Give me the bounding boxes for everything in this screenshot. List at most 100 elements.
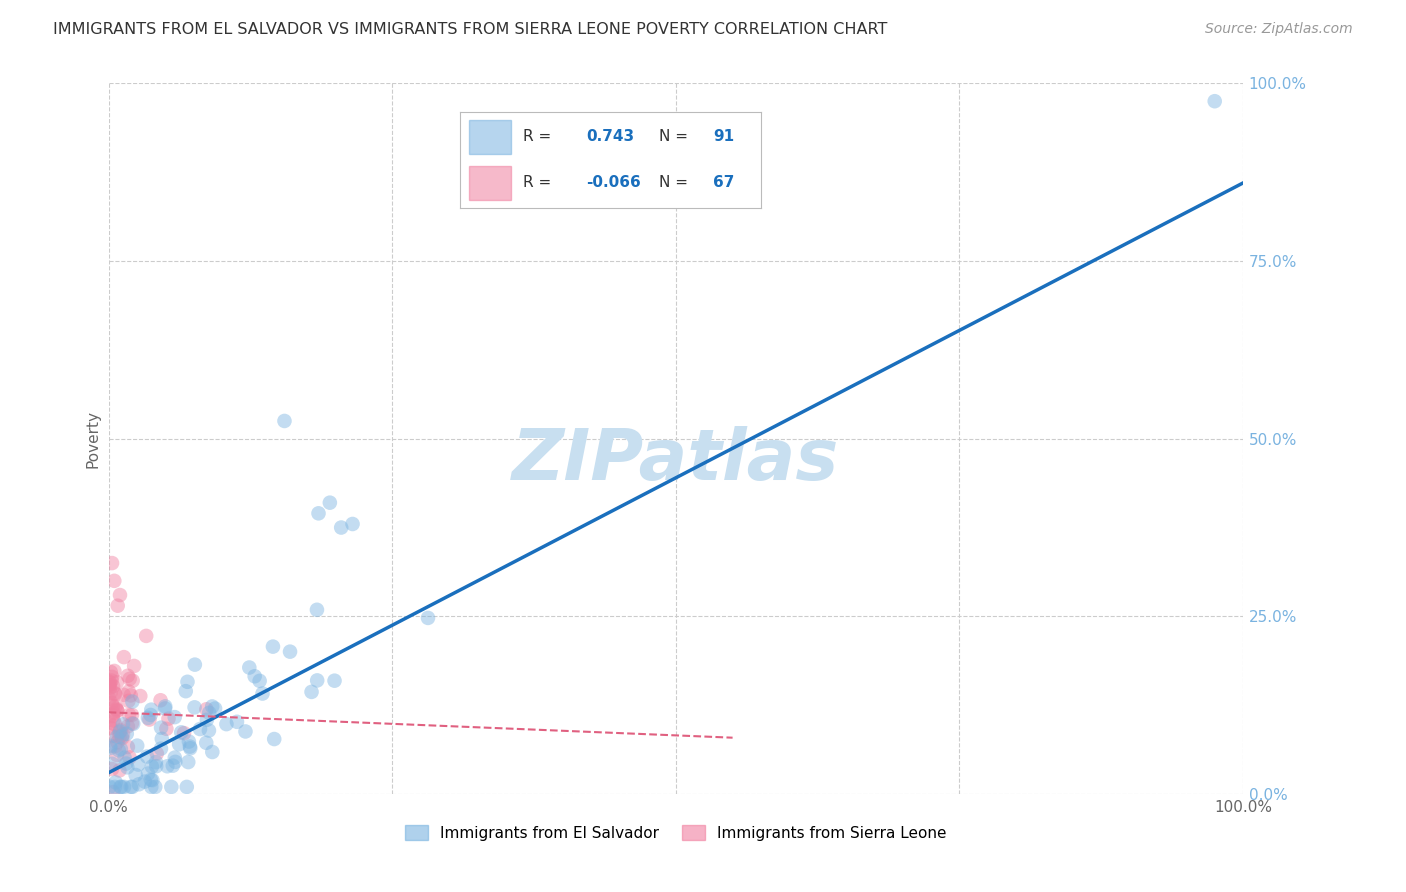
Point	[146, 747, 169, 761]
Point	[127, 757, 149, 772]
Point	[112, 650, 135, 665]
Bar	[470, 120, 512, 154]
Point	[114, 750, 136, 764]
Point	[98, 692, 121, 706]
Point	[128, 777, 150, 791]
Point	[107, 599, 129, 613]
Point	[98, 741, 121, 756]
Point	[108, 588, 131, 602]
Point	[124, 768, 146, 782]
Text: N =: N =	[659, 129, 693, 145]
Point	[273, 414, 295, 428]
Point	[201, 699, 224, 714]
Point	[117, 669, 139, 683]
Point	[150, 731, 173, 746]
Point	[141, 780, 163, 794]
Point	[117, 739, 139, 754]
Point	[145, 759, 167, 773]
Point	[98, 678, 121, 692]
Point	[120, 689, 142, 703]
Point	[105, 675, 128, 690]
Point	[103, 785, 125, 799]
Point	[110, 742, 132, 756]
Point	[149, 741, 172, 756]
Point	[162, 758, 184, 772]
Point	[98, 674, 121, 689]
Point	[136, 749, 159, 764]
Point	[118, 707, 141, 722]
Point	[117, 719, 139, 733]
Point	[112, 688, 135, 702]
Point	[118, 672, 141, 686]
Point	[174, 684, 197, 698]
Point	[105, 730, 128, 744]
Point	[103, 714, 125, 728]
Point	[98, 681, 121, 695]
Point	[101, 762, 124, 776]
Point	[305, 603, 328, 617]
Point	[121, 673, 143, 688]
Point	[98, 739, 121, 753]
Text: N =: N =	[659, 176, 693, 190]
Point	[104, 739, 127, 754]
Point	[198, 706, 221, 720]
Point	[163, 710, 186, 724]
Text: 91: 91	[713, 129, 734, 145]
Point	[122, 659, 145, 673]
Point	[183, 700, 205, 714]
Point	[101, 556, 124, 570]
Point	[98, 675, 121, 690]
Point	[139, 772, 162, 787]
Text: R =: R =	[523, 129, 557, 145]
Point	[104, 686, 127, 700]
Point	[101, 679, 124, 693]
Point	[111, 717, 134, 731]
Point	[308, 506, 330, 520]
Text: Source: ZipAtlas.com: Source: ZipAtlas.com	[1205, 22, 1353, 37]
Point	[141, 759, 163, 773]
Point	[177, 734, 200, 748]
Point	[101, 756, 124, 771]
Point	[129, 689, 152, 703]
Point	[103, 574, 125, 588]
Point	[176, 780, 198, 794]
Point	[118, 684, 141, 698]
Point	[121, 694, 143, 708]
Point	[307, 673, 329, 688]
Point	[98, 715, 121, 730]
Point	[121, 707, 143, 722]
Text: ZIPatlas: ZIPatlas	[512, 425, 839, 494]
Point	[165, 755, 187, 769]
Point	[204, 701, 226, 715]
Point	[101, 670, 124, 684]
Point	[101, 729, 124, 743]
Point	[127, 739, 149, 753]
Point	[110, 723, 132, 738]
Point	[243, 669, 266, 683]
Point	[138, 713, 160, 727]
Point	[238, 660, 260, 674]
Point	[108, 724, 131, 739]
Point	[195, 736, 218, 750]
Point	[179, 739, 201, 754]
Point	[301, 685, 323, 699]
Point	[120, 780, 142, 794]
Point	[160, 780, 183, 794]
Point	[145, 755, 167, 769]
Point	[143, 780, 166, 794]
Point	[170, 725, 193, 739]
Point	[117, 760, 139, 774]
Point	[121, 716, 143, 731]
Point	[201, 745, 224, 759]
Point	[108, 725, 131, 739]
Point	[110, 780, 132, 794]
Bar	[470, 166, 512, 200]
Text: IMMIGRANTS FROM EL SALVADOR VS IMMIGRANTS FROM SIERRA LEONE POVERTY CORRELATION : IMMIGRANTS FROM EL SALVADOR VS IMMIGRANT…	[53, 22, 887, 37]
Point	[111, 731, 134, 746]
Point	[330, 520, 353, 534]
Point	[262, 640, 284, 654]
Point	[98, 780, 121, 794]
Point	[136, 766, 159, 780]
Point	[323, 673, 346, 688]
Point	[179, 741, 201, 756]
